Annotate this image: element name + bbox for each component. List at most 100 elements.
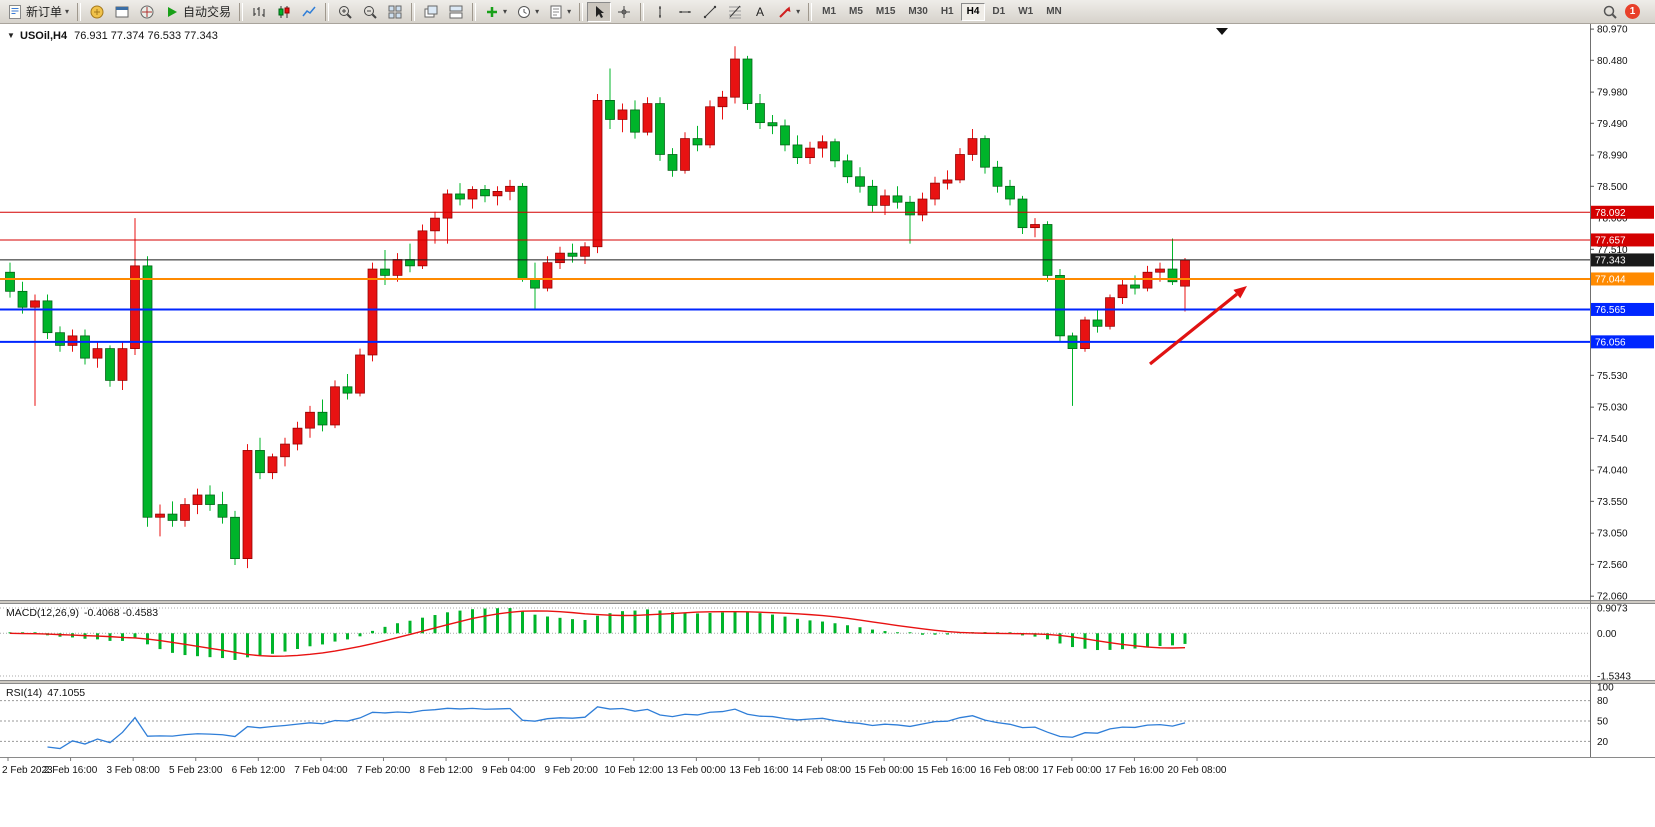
mw-icon	[89, 4, 105, 20]
line-chart-button[interactable]	[297, 2, 321, 22]
candle	[342, 386, 353, 394]
candle	[392, 259, 403, 276]
timeframe-w1[interactable]: W1	[1018, 6, 1034, 17]
fibo-icon	[727, 4, 743, 20]
arrange-windows-button[interactable]	[444, 2, 468, 22]
timeframe-m15[interactable]: M15	[875, 6, 896, 17]
search-icon[interactable]	[1602, 4, 1618, 20]
chart-canvas[interactable]: 80.970 80.480 79.980 79.490 78.990 78.500 78.0…	[0, 24, 1655, 827]
time-axis-label: 15 Feb 00:00	[855, 765, 914, 776]
bid-price-line-price-badge	[1591, 253, 1654, 267]
time-axis-label: 10 Feb 12:00	[604, 765, 663, 776]
autotrading-button-label: 自动交易	[183, 5, 232, 19]
candle	[130, 265, 140, 349]
price-axis-label: 79.980	[1597, 88, 1628, 99]
macd-scale-label: 0.9073	[1597, 604, 1628, 615]
fibonacci-button[interactable]	[723, 2, 747, 22]
profiles-button[interactable]: ▾	[512, 2, 543, 22]
price-axis-label: 78.500	[1597, 182, 1628, 193]
chart-title: USOil,H4 76.931 77.374 76.533 77.343	[20, 30, 218, 42]
chart-shift-marker-icon[interactable]	[1216, 28, 1228, 35]
cascade-windows-button[interactable]	[419, 2, 443, 22]
support-line-1-price-label: 76.565	[1595, 305, 1626, 316]
timeframe-h4[interactable]: H4	[960, 2, 986, 21]
text-icon	[752, 4, 768, 20]
timeframe-h1[interactable]: H1	[940, 6, 954, 17]
new-order-button-label: 新订单	[26, 5, 63, 19]
candle	[1180, 259, 1190, 287]
trend-arrow-annotation[interactable]	[1148, 292, 1238, 366]
time-axis-label: 7 Feb 04:00	[294, 765, 348, 776]
candle	[255, 450, 265, 474]
chevron-down-icon: ▾	[535, 7, 540, 16]
candle	[692, 138, 703, 146]
candle	[892, 195, 903, 203]
candle	[867, 185, 878, 206]
trend-arrow-head	[1233, 286, 1247, 299]
candlestick-chart-button[interactable]	[272, 2, 296, 22]
cursor-button[interactable]	[587, 1, 612, 22]
candle	[605, 100, 615, 120]
time-axis-label: 16 Feb 08:00	[980, 765, 1039, 776]
candle	[542, 262, 553, 289]
candle	[380, 268, 390, 276]
nav-icon	[139, 4, 155, 20]
timeframe-m1[interactable]: M1	[822, 6, 837, 17]
candle	[30, 300, 40, 308]
candle	[942, 179, 953, 184]
horizontal-line-button[interactable]	[673, 2, 697, 22]
arrows-button[interactable]: ▾	[773, 2, 804, 22]
timeframe-mn[interactable]: MN	[1046, 6, 1062, 17]
candle	[217, 504, 228, 518]
macd-header: MACD(12,26,9) -0.4068 -0.4583	[6, 607, 158, 619]
autotrading-button[interactable]: 自动交易	[160, 2, 235, 22]
candle	[592, 100, 603, 248]
candle	[655, 103, 665, 155]
candle	[280, 443, 290, 458]
candle	[717, 96, 728, 108]
bar-chart-button[interactable]	[247, 2, 271, 22]
resistance-line-1-price-label: 78.092	[1595, 208, 1626, 219]
time-axis-label: 2 Feb 2023	[2, 765, 53, 776]
rsi-line	[47, 706, 1186, 750]
zoom-out-button[interactable]	[358, 2, 382, 22]
candlestick-series	[5, 46, 1190, 569]
zoom-in-button[interactable]	[333, 2, 357, 22]
candle	[530, 278, 540, 289]
dw-icon	[114, 4, 130, 20]
price-axis-label: 73.550	[1597, 497, 1628, 508]
candle	[805, 147, 815, 159]
timeframe-m5[interactable]: M5	[849, 6, 863, 17]
new-chart-button[interactable]: ▾	[480, 2, 511, 22]
navigator-button[interactable]	[135, 2, 159, 22]
market-watch-button[interactable]	[85, 2, 109, 22]
resistance-line-2-price-badge	[1591, 233, 1654, 247]
time-axis-label: 5 Feb 23:00	[169, 765, 223, 776]
templates-button[interactable]: ▾	[544, 2, 575, 22]
text-label-button[interactable]	[748, 2, 772, 22]
timeframe-d1[interactable]: D1	[992, 6, 1006, 17]
chevron-down-icon: ▾	[503, 7, 508, 16]
data-window-button[interactable]	[110, 2, 134, 22]
macd-scale-label: 0.00	[1597, 629, 1617, 640]
support-line-2-price-label: 76.056	[1595, 337, 1626, 348]
time-axis-label: 20 Feb 08:00	[1168, 765, 1227, 776]
candle	[305, 411, 315, 429]
trendline-button[interactable]	[698, 2, 722, 22]
candle	[880, 195, 890, 206]
one-click-trading-icon[interactable]: ▼	[7, 31, 15, 40]
candle	[930, 182, 940, 200]
notification-badge[interactable]: 1	[1625, 4, 1640, 19]
timeframe-m30[interactable]: M30	[908, 6, 928, 17]
time-axis-label: 6 Feb 12:00	[232, 765, 286, 776]
time-axis-label: 15 Feb 16:00	[917, 765, 976, 776]
new-order-button[interactable]: 新订单 ▾	[3, 2, 73, 22]
chart-window[interactable]: 80.970 80.480 79.980 79.490 78.990 78.500 78.0…	[0, 24, 1655, 827]
toolbar-separator	[472, 2, 477, 21]
crosshair-button[interactable]	[612, 2, 636, 22]
vertical-line-button[interactable]	[648, 2, 672, 22]
candle	[17, 290, 28, 308]
price-axis-label: 75.530	[1597, 371, 1628, 382]
tile-windows-button[interactable]	[383, 2, 407, 22]
rsi-scale-label: 20	[1597, 737, 1609, 748]
